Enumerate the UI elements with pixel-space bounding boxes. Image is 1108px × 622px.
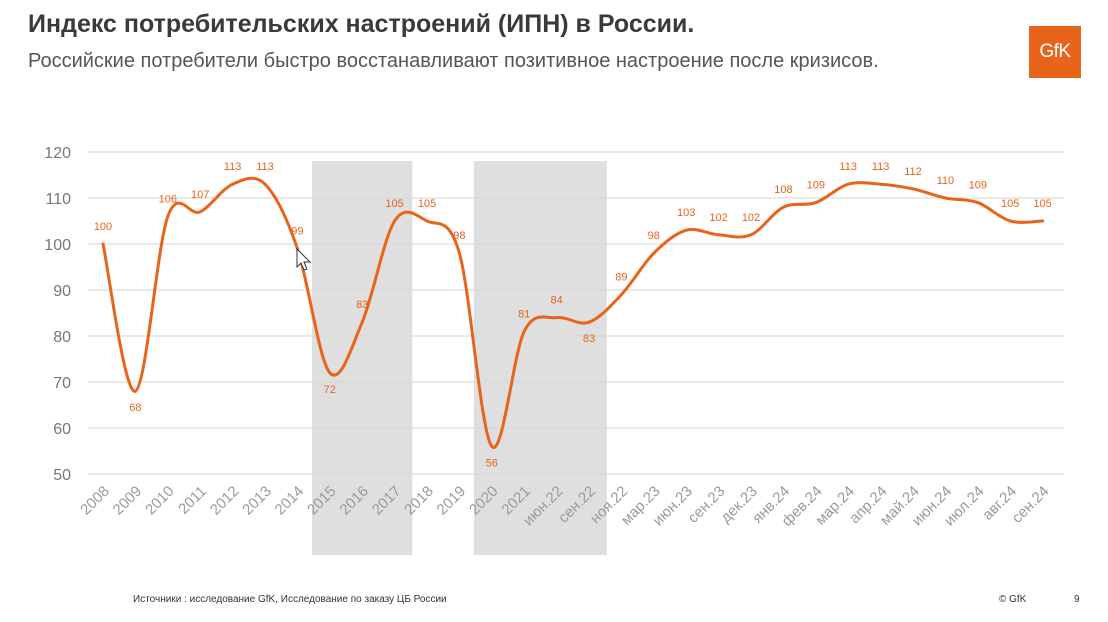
mouse-cursor-icon [296, 247, 312, 271]
data-point [457, 251, 461, 255]
data-label: 84 [550, 295, 562, 307]
data-label: 83 [356, 299, 368, 311]
data-label: 109 [969, 180, 987, 192]
data-label: 107 [191, 189, 209, 201]
y-tick-label: 100 [44, 237, 71, 254]
data-point [587, 320, 591, 324]
data-label: 103 [677, 207, 695, 219]
data-point [425, 219, 429, 223]
x-tick-label: 2014 [272, 483, 308, 519]
data-label: 110 [937, 175, 955, 187]
data-label: 98 [648, 230, 660, 242]
x-tick-label: 2013 [239, 483, 275, 519]
data-point [814, 201, 818, 205]
data-point [166, 214, 170, 218]
page-subtitle: Российские потребители быстро восстанавл… [28, 50, 879, 72]
x-tick-label: 2012 [207, 483, 243, 519]
data-point [879, 182, 883, 186]
data-point [133, 389, 137, 393]
data-point [231, 182, 235, 186]
data-label: 105 [385, 198, 403, 210]
data-point [490, 444, 494, 448]
footer-copyright: © GfK [999, 594, 1027, 605]
data-point [198, 210, 202, 214]
data-label: 113 [224, 161, 242, 173]
gfk-logo: GfK [1029, 26, 1081, 78]
page-number: 9 [1074, 594, 1080, 605]
data-point [619, 293, 623, 297]
data-label: 106 [159, 193, 177, 205]
data-label: 98 [453, 230, 465, 242]
data-point [263, 182, 267, 186]
data-point [393, 219, 397, 223]
data-point [911, 187, 915, 191]
data-label: 89 [615, 272, 627, 284]
data-point [328, 371, 332, 375]
page-title: Индекс потребительских настроений (ИПН) … [28, 10, 695, 38]
x-tick-label: 2019 [434, 483, 470, 519]
data-label: 105 [1033, 198, 1051, 210]
y-tick-label: 90 [53, 283, 71, 300]
x-tick-label: 2009 [110, 483, 146, 519]
data-point [522, 329, 526, 333]
data-label: 68 [129, 402, 141, 414]
crisis-band-1 [311, 161, 413, 555]
data-point [101, 242, 105, 246]
crisis-band-2 [473, 161, 607, 555]
data-point [652, 251, 656, 255]
y-tick-label: 70 [53, 375, 71, 392]
data-label: 100 [94, 221, 112, 233]
y-tick-label: 80 [53, 329, 71, 346]
data-point [1041, 219, 1045, 223]
data-point [717, 233, 721, 237]
data-label: 102 [742, 212, 760, 224]
data-point [846, 182, 850, 186]
data-label: 56 [486, 457, 498, 469]
y-tick-label: 60 [53, 421, 71, 438]
footer-source: Источники : исследование GfK, Исследован… [133, 594, 447, 605]
x-tick-label: 2008 [77, 483, 113, 519]
data-label: 108 [774, 184, 792, 196]
y-tick-label: 110 [45, 191, 71, 208]
data-point [684, 228, 688, 232]
data-label: 105 [1001, 198, 1019, 210]
data-point [943, 196, 947, 200]
data-label: 81 [518, 308, 530, 320]
data-point [749, 233, 753, 237]
x-tick-label: 2011 [175, 483, 210, 518]
data-label: 99 [291, 226, 303, 238]
data-point [1008, 219, 1012, 223]
data-point [360, 320, 364, 324]
data-label: 72 [324, 384, 336, 396]
data-point [976, 201, 980, 205]
data-point [781, 205, 785, 209]
data-label: 113 [872, 161, 890, 173]
data-label: 105 [418, 198, 436, 210]
data-label: 113 [256, 161, 274, 173]
series-line [101, 176, 1045, 449]
y-tick-label: 120 [44, 145, 71, 162]
data-label: 112 [904, 166, 922, 178]
x-tick-label: 2010 [142, 483, 178, 519]
x-tick-label: сен.24 [1009, 483, 1053, 527]
data-label: 83 [583, 333, 595, 345]
data-label: 109 [807, 180, 825, 192]
data-point [555, 316, 559, 320]
y-tick-label: 50 [53, 467, 71, 484]
data-label: 102 [709, 212, 727, 224]
data-label: 113 [839, 161, 857, 173]
